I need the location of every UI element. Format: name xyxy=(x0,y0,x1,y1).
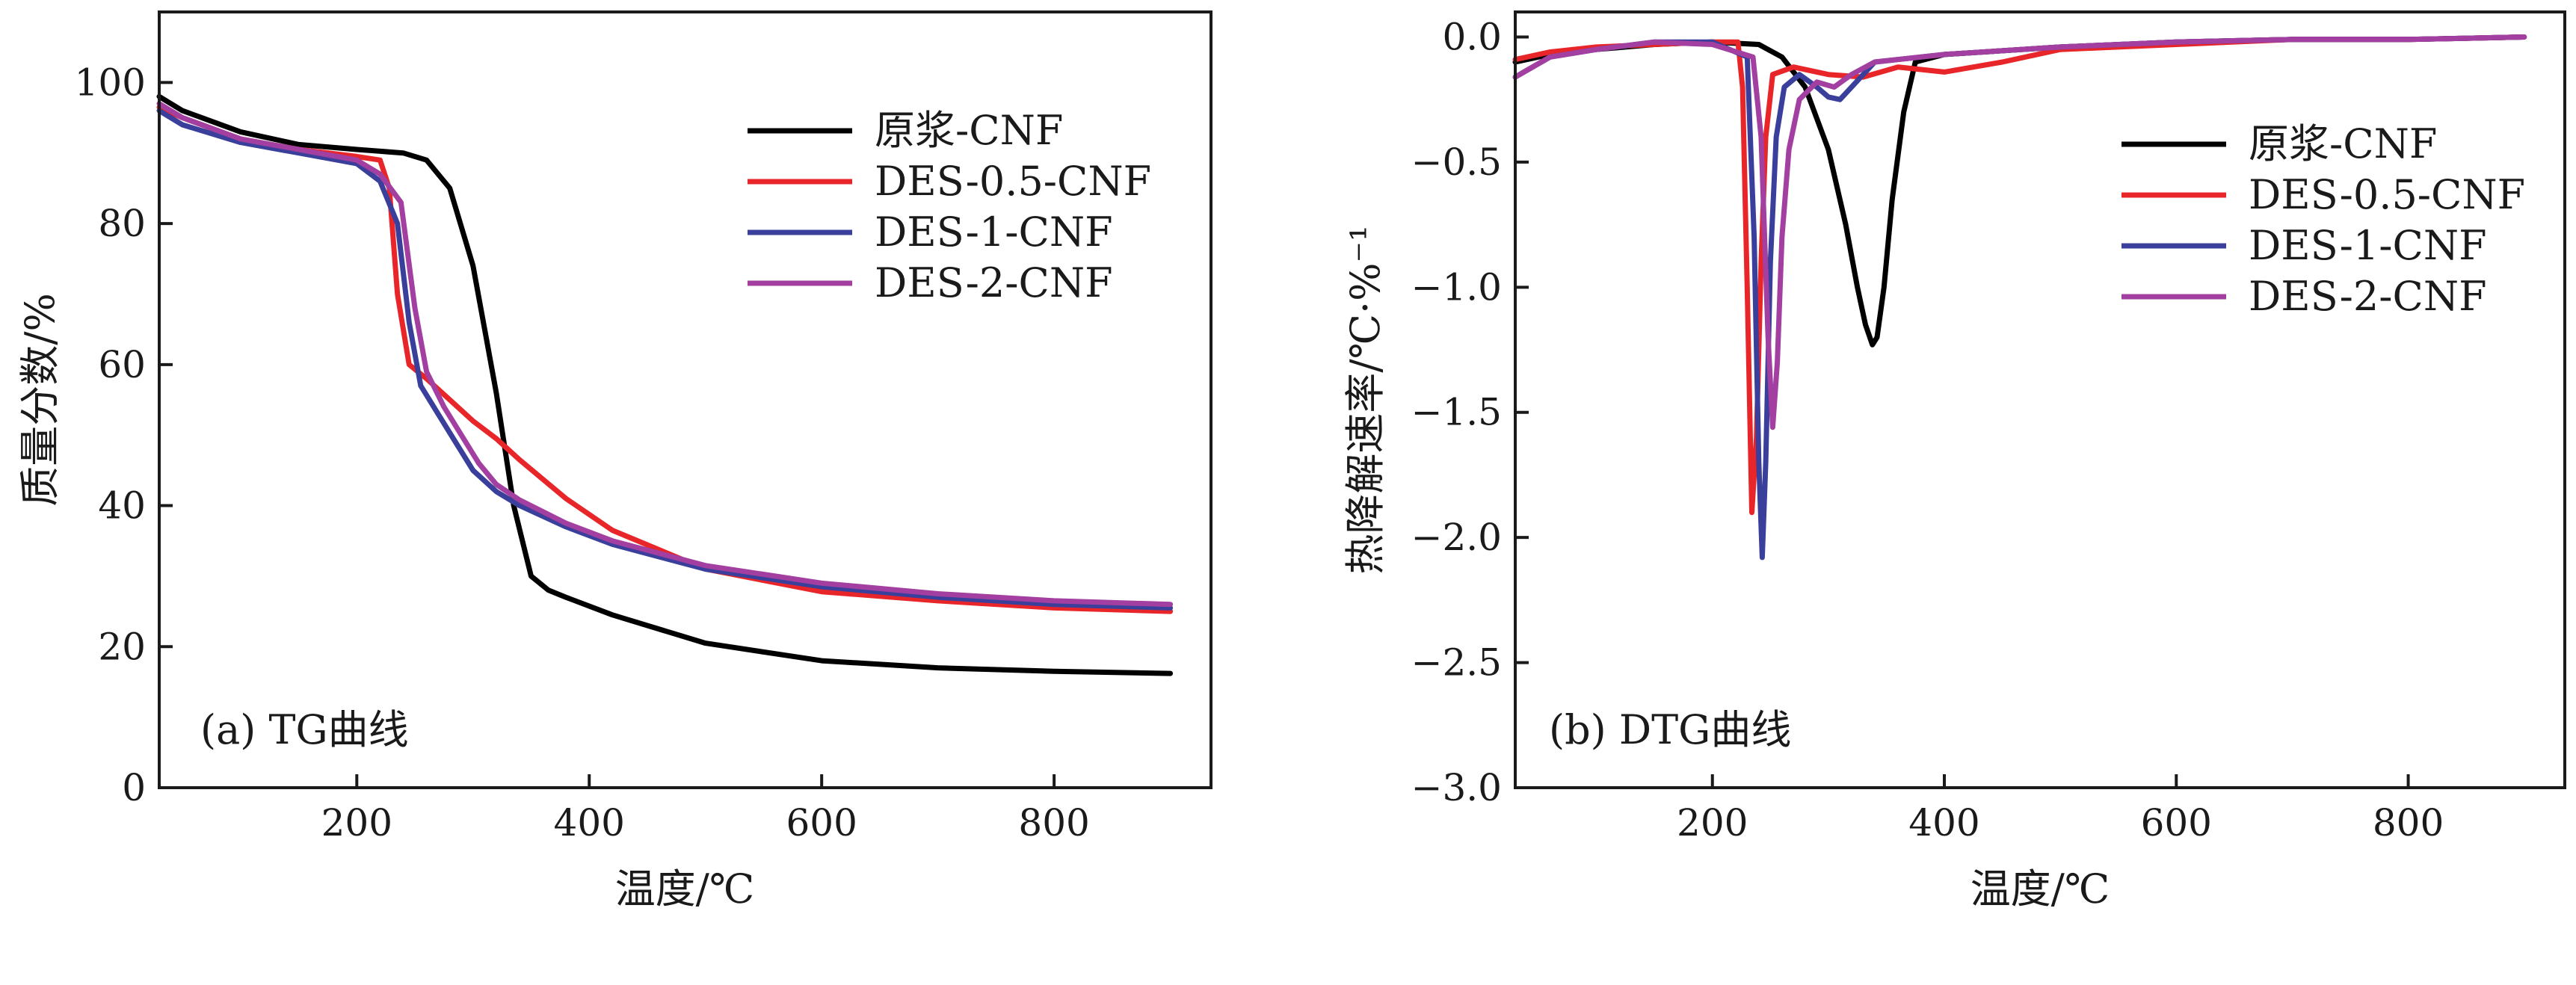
dtg-x-axis-label: 温度/℃ xyxy=(1970,865,2110,913)
dtg-legend-label-2: DES-1-CNF xyxy=(2249,222,2487,269)
dtg-y-tick-label-4: −2.0 xyxy=(1411,516,1502,559)
tg-plot-frame xyxy=(158,10,1212,789)
tg-x-tick-label-0: 200 xyxy=(321,801,392,844)
dtg-legend-label-1: DES-0.5-CNF xyxy=(2249,171,2525,218)
tg-series-line-3 xyxy=(156,101,1174,608)
tg-y-tick-label-5: 100 xyxy=(75,61,146,104)
dtg-plot-frame xyxy=(1514,10,2566,789)
dtg-x-tick-label-1: 400 xyxy=(1908,801,1979,844)
tg-legend-label-0: 原浆-CNF xyxy=(875,107,1063,154)
tg-chart: 200 400 600 800 0 20 40 60 80 100 温度/℃ 质量分数/% (a… xyxy=(16,10,1212,913)
dtg-legend-label-0: 原浆-CNF xyxy=(2249,120,2437,167)
tg-series-layer xyxy=(156,93,1174,676)
dtg-x-tick-label-2: 600 xyxy=(2141,801,2212,844)
dtg-y-tick-label-2: −1.0 xyxy=(1411,265,1502,309)
tg-legend-label-1: DES-0.5-CNF xyxy=(875,158,1151,205)
dtg-y-ticks: 0.0 −0.5 −1.0 −1.5 −2.0 −2.5 −3.0 xyxy=(1411,15,1529,809)
dtg-x-tick-label-3: 800 xyxy=(2373,801,2444,844)
tg-panel-label: (a) TG曲线 xyxy=(200,706,409,753)
dtg-y-tick-label-3: −1.5 xyxy=(1411,391,1502,434)
tg-y-tick-label-0: 0 xyxy=(122,766,146,809)
tg-legend-label-2: DES-1-CNF xyxy=(875,209,1113,256)
tg-x-tick-label-3: 800 xyxy=(1018,801,1089,844)
tg-y-ticks: 0 20 40 60 80 100 xyxy=(75,61,173,809)
tg-x-tick-label-1: 400 xyxy=(554,801,625,844)
tg-legend-label-3: DES-2-CNF xyxy=(875,259,1113,306)
dtg-y-tick-label-0: 0.0 xyxy=(1442,15,1502,58)
dtg-x-ticks: 200 400 600 800 xyxy=(1677,774,2444,844)
dtg-y-tick-label-1: −0.5 xyxy=(1411,141,1502,184)
dtg-y-axis-label: 热降解速率/℃·%⁻¹ xyxy=(1342,225,1389,574)
tg-y-tick-label-1: 20 xyxy=(98,625,146,668)
tg-series-line-2 xyxy=(156,108,1174,611)
dtg-panel-label: (b) DTG曲线 xyxy=(1549,706,1791,753)
dtg-legend-label-3: DES-2-CNF xyxy=(2249,273,2487,320)
dtg-y-tick-label-5: −2.5 xyxy=(1411,641,1502,685)
tg-y-tick-label-3: 60 xyxy=(98,343,146,386)
tg-x-axis-label: 温度/℃ xyxy=(615,865,755,913)
tg-y-axis-label: 质量分数/% xyxy=(16,293,64,507)
dtg-x-tick-label-0: 200 xyxy=(1677,801,1748,844)
tg-y-tick-label-2: 40 xyxy=(98,484,146,528)
dtg-y-tick-label-6: −3.0 xyxy=(1411,766,1502,809)
dtg-series-line-3 xyxy=(1512,34,2527,430)
tg-y-tick-label-4: 80 xyxy=(98,202,146,245)
dtg-series-layer xyxy=(1512,34,2527,561)
tg-x-tick-label-2: 600 xyxy=(786,801,857,844)
tg-x-ticks: 200 400 600 800 xyxy=(321,774,1090,844)
dtg-chart: 200 400 600 800 0.0 −0.5 −1.0 −1.5 −2.0 −2.5 −3.0… xyxy=(1342,10,2566,913)
